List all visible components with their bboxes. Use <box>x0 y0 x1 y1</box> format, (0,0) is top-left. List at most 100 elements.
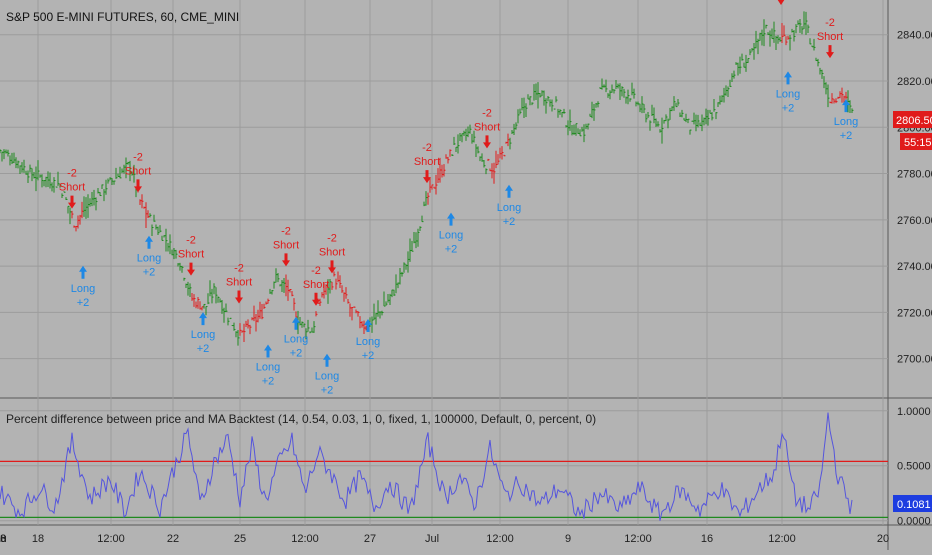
oscillator-line <box>0 412 853 521</box>
short-signal-label: Short <box>125 165 151 177</box>
price-tick-label: 2700.00 <box>897 354 932 366</box>
long-signal-arrow-icon <box>364 319 372 333</box>
x-tick-label: 16 <box>701 533 713 545</box>
x-tick-label: 12:00 <box>768 533 796 545</box>
short-signal-qty: -2 <box>422 142 432 154</box>
countdown-badge: 55:15 <box>900 133 932 150</box>
long-signal-label: Long <box>256 361 280 373</box>
x-tick-label: 12:00 <box>97 533 125 545</box>
indicator-current-value: 0.1081 <box>897 499 931 511</box>
countdown-value: 55:15 <box>904 137 932 149</box>
long-signal-arrow-icon <box>842 99 850 113</box>
long-signal-label: Long <box>71 283 95 295</box>
long-signal-label: Long <box>356 336 380 348</box>
long-signal-qty: +2 <box>262 375 275 387</box>
short-signal-qty: -2 <box>186 235 196 247</box>
short-signal-label: Short <box>59 182 85 194</box>
short-signal-arrow-icon <box>423 170 431 184</box>
long-signal-arrow-icon <box>79 265 87 279</box>
long-signal-qty: +2 <box>321 385 334 397</box>
x-tick-label: 23 <box>0 533 6 545</box>
short-signal-arrow-icon <box>134 179 142 193</box>
short-signal-arrow-icon <box>282 253 290 267</box>
long-signal-arrow-icon <box>447 212 455 226</box>
long-signal-qty: +2 <box>782 102 795 114</box>
trade-signals: -2 Short Long +2 -2 Short Long +2 -2 Short Long +2 -… <box>59 0 858 397</box>
long-signal-label: Long <box>284 334 308 346</box>
long-signal-arrow-icon <box>199 312 207 326</box>
short-signal-arrow-icon <box>68 195 76 209</box>
x-tick-label: 27 <box>364 533 376 545</box>
short-signal-arrow-icon <box>483 135 491 149</box>
short-signal-arrow-icon <box>187 262 195 276</box>
osc-tick-label: 0.5000 <box>897 461 931 473</box>
osc-tick-label: 1.0000 <box>897 406 931 418</box>
price-tick-label: 2740.00 <box>897 261 932 273</box>
long-signal-arrow-icon <box>264 344 272 358</box>
x-tick-label: 20 <box>877 533 889 545</box>
short-signal-qty: -2 <box>67 168 77 180</box>
short-signal-arrow-icon <box>826 45 834 59</box>
x-tick-label: 22 <box>167 533 179 545</box>
short-signal-qty: -2 <box>311 265 321 277</box>
x-tick-label: 9 <box>565 533 571 545</box>
price-tick-label: 2760.00 <box>897 215 932 227</box>
long-signal-qty: +2 <box>503 216 516 228</box>
long-signal-label: Long <box>315 371 339 383</box>
short-signal-label: Short <box>474 121 500 133</box>
short-signal-label: Short <box>817 31 843 43</box>
short-signal-label: Short <box>178 249 204 261</box>
long-signal-label: Long <box>439 230 463 242</box>
short-signal-qty: -2 <box>281 225 291 237</box>
x-tick-label: 18 <box>32 533 44 545</box>
indicator-value-badge: 0.1081 <box>893 495 932 512</box>
short-signal-qty: -2 <box>482 107 492 119</box>
long-signal-label: Long <box>776 88 800 100</box>
long-signal-arrow-icon <box>505 184 513 198</box>
short-signal-qty: -2 <box>234 262 244 274</box>
price-series <box>0 11 854 346</box>
short-signal-arrow-icon <box>235 290 243 304</box>
long-signal-qty: +2 <box>445 244 458 256</box>
short-signal-label: Short <box>414 156 440 168</box>
osc-tick-label: 0.0000 <box>897 516 931 528</box>
short-signal-label: Short <box>319 246 345 258</box>
long-signal-arrow-icon <box>145 235 153 249</box>
symbol-title: S&P 500 E-MINI FUTURES, 60, CME_MINI <box>6 10 239 24</box>
long-signal-label: Long <box>137 253 161 265</box>
axes: 18 12:00 22 25 12:00 27 Jul 12:00 9 12:00 16 12:00 2… <box>0 30 932 545</box>
long-signal-qty: +2 <box>77 297 90 309</box>
long-signal-label: Long <box>191 329 215 341</box>
short-signal-arrow-icon <box>777 0 785 5</box>
long-signal-label: Long <box>834 116 858 128</box>
long-signal-arrow-icon <box>323 353 331 367</box>
price-tick-label: 2780.00 <box>897 169 932 181</box>
price-tick-label: 2820.00 <box>897 76 932 88</box>
short-signal-label: Short <box>226 276 252 288</box>
indicator-title: Percent difference between price and MA … <box>6 412 596 426</box>
long-signal-qty: +2 <box>290 348 303 360</box>
oscillator-series <box>0 412 888 521</box>
last-price-value: 2806.50 <box>896 115 932 127</box>
long-signal-qty: +2 <box>143 267 156 279</box>
long-signal-qty: +2 <box>197 343 210 355</box>
x-tick-label: 12:00 <box>624 533 652 545</box>
long-signal-arrow-icon <box>292 316 300 330</box>
long-signal-label: Long <box>497 202 521 214</box>
x-tick-label: 12:00 <box>486 533 514 545</box>
x-tick-label: Au <box>0 533 7 545</box>
short-signal-qty: -2 <box>327 232 337 244</box>
x-tick-label: 26 <box>0 533 6 545</box>
short-signal-label: Short <box>273 239 299 251</box>
x-tick-label: 25 <box>234 533 246 545</box>
short-signal-arrow-icon <box>312 292 320 306</box>
long-signal-arrow-icon <box>784 71 792 85</box>
short-signal-qty: -2 <box>133 151 143 163</box>
long-signal-qty: +2 <box>362 350 375 362</box>
last-price-badge: 2806.50 <box>893 111 932 128</box>
short-signal-arrow-icon <box>328 260 336 274</box>
x-tick-label: 12:00 <box>291 533 319 545</box>
